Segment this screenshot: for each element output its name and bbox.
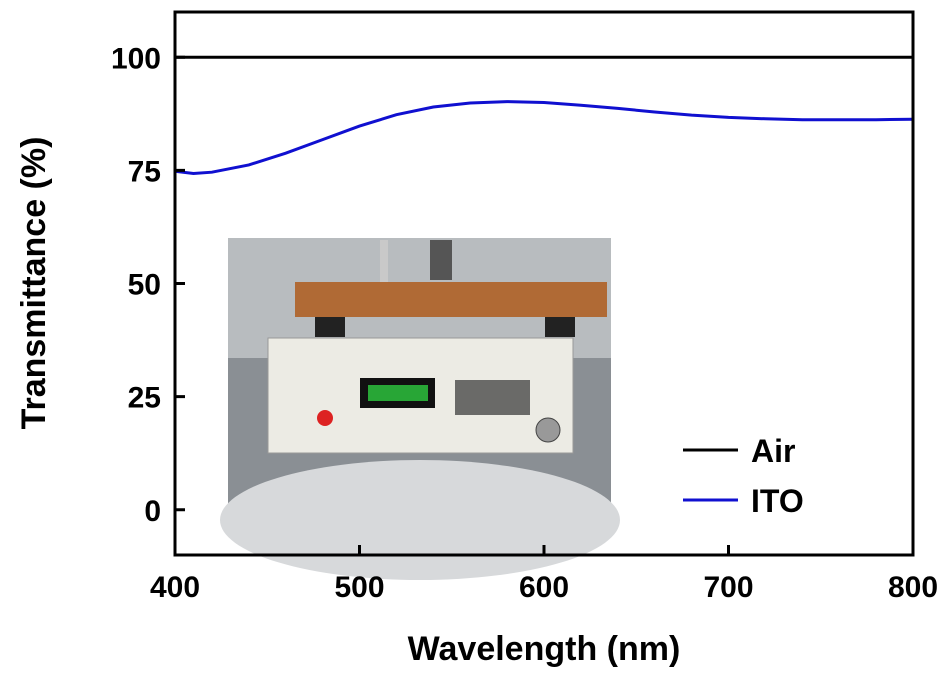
x-tick-label: 600 (519, 571, 569, 604)
photo-knob (317, 410, 333, 426)
photo-keypad (455, 380, 530, 415)
inset-photo (220, 238, 620, 580)
x-tick-label: 800 (888, 571, 938, 604)
photo-rod (380, 240, 388, 285)
y-tick-label: 50 (128, 269, 161, 302)
y-axis-title: Transmittance (%) (15, 137, 53, 430)
photo-foot (315, 317, 345, 337)
plot-area (174, 55, 914, 176)
photo-table (220, 460, 620, 580)
y-tick-label: 100 (111, 42, 161, 75)
y-tick-label: 75 (128, 155, 161, 188)
legend-label: ITO (751, 483, 804, 519)
photo-board (295, 282, 607, 317)
photo-digits (368, 385, 428, 401)
x-tick-label: 700 (703, 571, 753, 604)
photo-connector (535, 417, 561, 443)
x-tick-label: 400 (150, 571, 200, 604)
x-axis-title: Wavelength (nm) (408, 630, 681, 668)
series-line (174, 100, 914, 176)
y-tick-label: 25 (128, 382, 161, 415)
photo-foot (545, 317, 575, 337)
x-tick-label: 500 (334, 571, 384, 604)
photo-probe (430, 240, 452, 280)
legend-label: Air (751, 433, 795, 469)
y-tick-label: 0 (144, 495, 161, 528)
